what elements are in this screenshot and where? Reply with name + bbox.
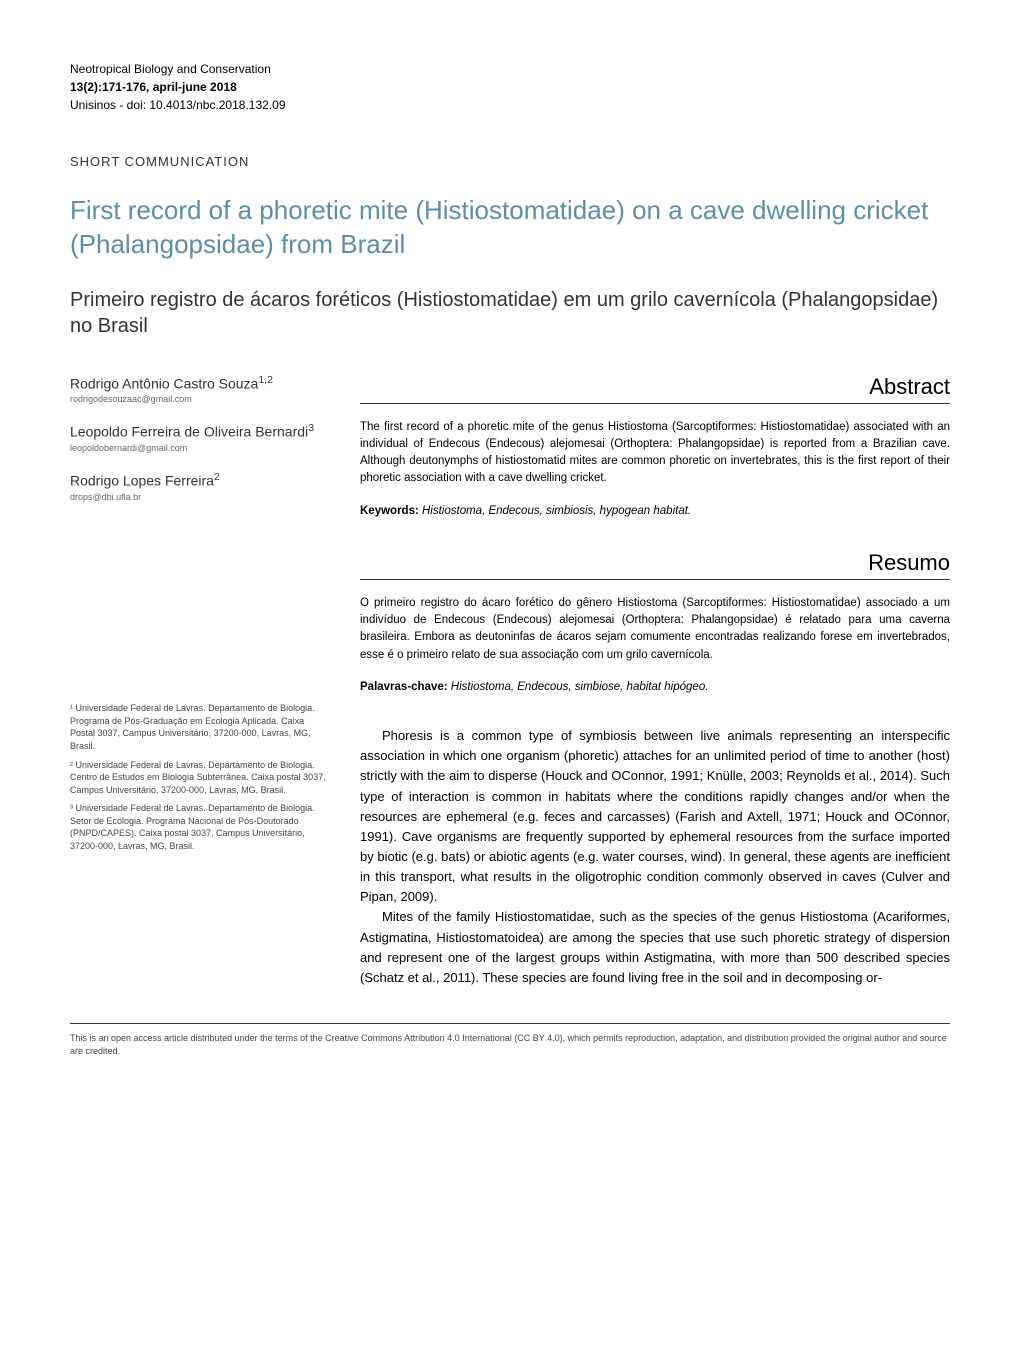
right-column: Abstract The first record of a phoretic … xyxy=(360,374,950,988)
author-block: Rodrigo Antônio Castro Souza1,2 rodrigod… xyxy=(70,374,330,405)
abstract-body-pt: O primeiro registro do ácaro forético do… xyxy=(360,595,950,664)
keywords-text: Histiostoma, Endecous, simbiosis, hypoge… xyxy=(419,505,691,517)
keywords-pt: Palavras-chave: Histiostoma, Endecous, s… xyxy=(360,679,950,696)
section-label: SHORT COMMUNICATION xyxy=(70,154,950,169)
keywords-text: Histiostoma, Endecous, simbiose, habitat… xyxy=(448,681,709,693)
author-name: Rodrigo Antônio Castro Souza1,2 xyxy=(70,374,330,393)
paragraph: Phoresis is a common type of symbiosis b… xyxy=(360,726,950,907)
affiliations: ¹ Universidade Federal de Lavras. Depart… xyxy=(70,702,330,853)
author-email: drops@dbi.ufla.br xyxy=(70,492,330,502)
article-title-en: First record of a phoretic mite (Histios… xyxy=(70,194,950,262)
affiliation: ³ Universidade Federal de Lavras. Depart… xyxy=(70,802,330,852)
keywords-label: Palavras-chave: xyxy=(360,681,448,693)
article-body: Phoresis is a common type of symbiosis b… xyxy=(360,726,950,988)
keywords-en: Keywords: Histiostoma, Endecous, simbios… xyxy=(360,503,950,520)
abstract-heading-pt: Resumo xyxy=(360,550,950,580)
author-email: leopoldobernardi@gmail.com xyxy=(70,443,330,453)
article-title-pt: Primeiro registro de ácaros foréticos (H… xyxy=(70,287,950,339)
abstract-body-en: The first record of a phoretic mite of t… xyxy=(360,419,950,488)
journal-citation: 13(2):171-176, april-june 2018 xyxy=(70,78,950,96)
affiliation: ² Universidade Federal de Lavras. Depart… xyxy=(70,759,330,797)
author-name: Rodrigo Lopes Ferreira2 xyxy=(70,471,330,490)
footer-license: This is an open access article distribut… xyxy=(70,1032,950,1057)
left-column: Rodrigo Antônio Castro Souza1,2 rodrigod… xyxy=(70,374,330,988)
keywords-label: Keywords: xyxy=(360,505,419,517)
author-name: Leopoldo Ferreira de Oliveira Bernardi3 xyxy=(70,422,330,441)
journal-name: Neotropical Biology and Conservation xyxy=(70,60,950,78)
journal-header: Neotropical Biology and Conservation 13(… xyxy=(70,60,950,114)
main-columns: Rodrigo Antônio Castro Souza1,2 rodrigod… xyxy=(70,374,950,988)
author-block: Rodrigo Lopes Ferreira2 drops@dbi.ufla.b… xyxy=(70,471,330,502)
author-email: rodrigodesouzaac@gmail.com xyxy=(70,394,330,404)
paragraph: Mites of the family Histiostomatidae, su… xyxy=(360,907,950,988)
abstract-heading-en: Abstract xyxy=(360,374,950,404)
affiliation: ¹ Universidade Federal de Lavras. Depart… xyxy=(70,702,330,752)
journal-doi: Unisinos - doi: 10.4013/nbc.2018.132.09 xyxy=(70,96,950,114)
footer-rule xyxy=(70,1023,950,1024)
author-block: Leopoldo Ferreira de Oliveira Bernardi3 … xyxy=(70,422,330,453)
